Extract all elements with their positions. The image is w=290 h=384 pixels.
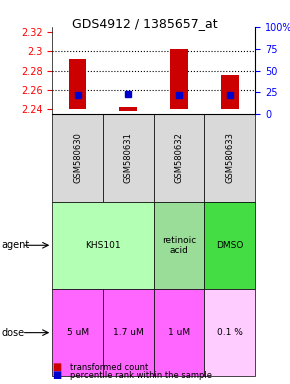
FancyBboxPatch shape — [204, 289, 255, 376]
Text: GSM580630: GSM580630 — [73, 132, 82, 183]
FancyBboxPatch shape — [103, 114, 154, 202]
Text: percentile rank within the sample: percentile rank within the sample — [70, 371, 212, 380]
Bar — [221, 75, 239, 109]
Text: 5 uM: 5 uM — [66, 328, 89, 337]
Text: GSM580633: GSM580633 — [225, 132, 234, 184]
Text: ■: ■ — [52, 370, 61, 380]
Text: 0.1 %: 0.1 % — [217, 328, 243, 337]
Text: transformed count: transformed count — [70, 364, 148, 372]
Text: GSM580632: GSM580632 — [175, 132, 184, 183]
FancyBboxPatch shape — [154, 289, 204, 376]
FancyBboxPatch shape — [52, 202, 154, 289]
Text: DMSO: DMSO — [216, 241, 244, 250]
Text: retinoic
acid: retinoic acid — [162, 235, 196, 255]
Text: ■: ■ — [52, 362, 61, 372]
FancyBboxPatch shape — [204, 114, 255, 202]
FancyBboxPatch shape — [52, 114, 103, 202]
Text: GDS4912 / 1385657_at: GDS4912 / 1385657_at — [72, 17, 218, 30]
Bar — [170, 49, 188, 109]
FancyBboxPatch shape — [154, 114, 204, 202]
FancyBboxPatch shape — [103, 289, 154, 376]
Bar — [69, 59, 86, 109]
Text: agent: agent — [1, 240, 30, 250]
Text: 1 uM: 1 uM — [168, 328, 190, 337]
Text: KHS101: KHS101 — [85, 241, 121, 250]
FancyBboxPatch shape — [154, 202, 204, 289]
FancyBboxPatch shape — [204, 202, 255, 289]
Text: dose: dose — [1, 328, 25, 338]
Text: 1.7 uM: 1.7 uM — [113, 328, 144, 337]
Bar — [119, 108, 137, 111]
Text: GSM580631: GSM580631 — [124, 132, 133, 183]
FancyBboxPatch shape — [52, 289, 103, 376]
